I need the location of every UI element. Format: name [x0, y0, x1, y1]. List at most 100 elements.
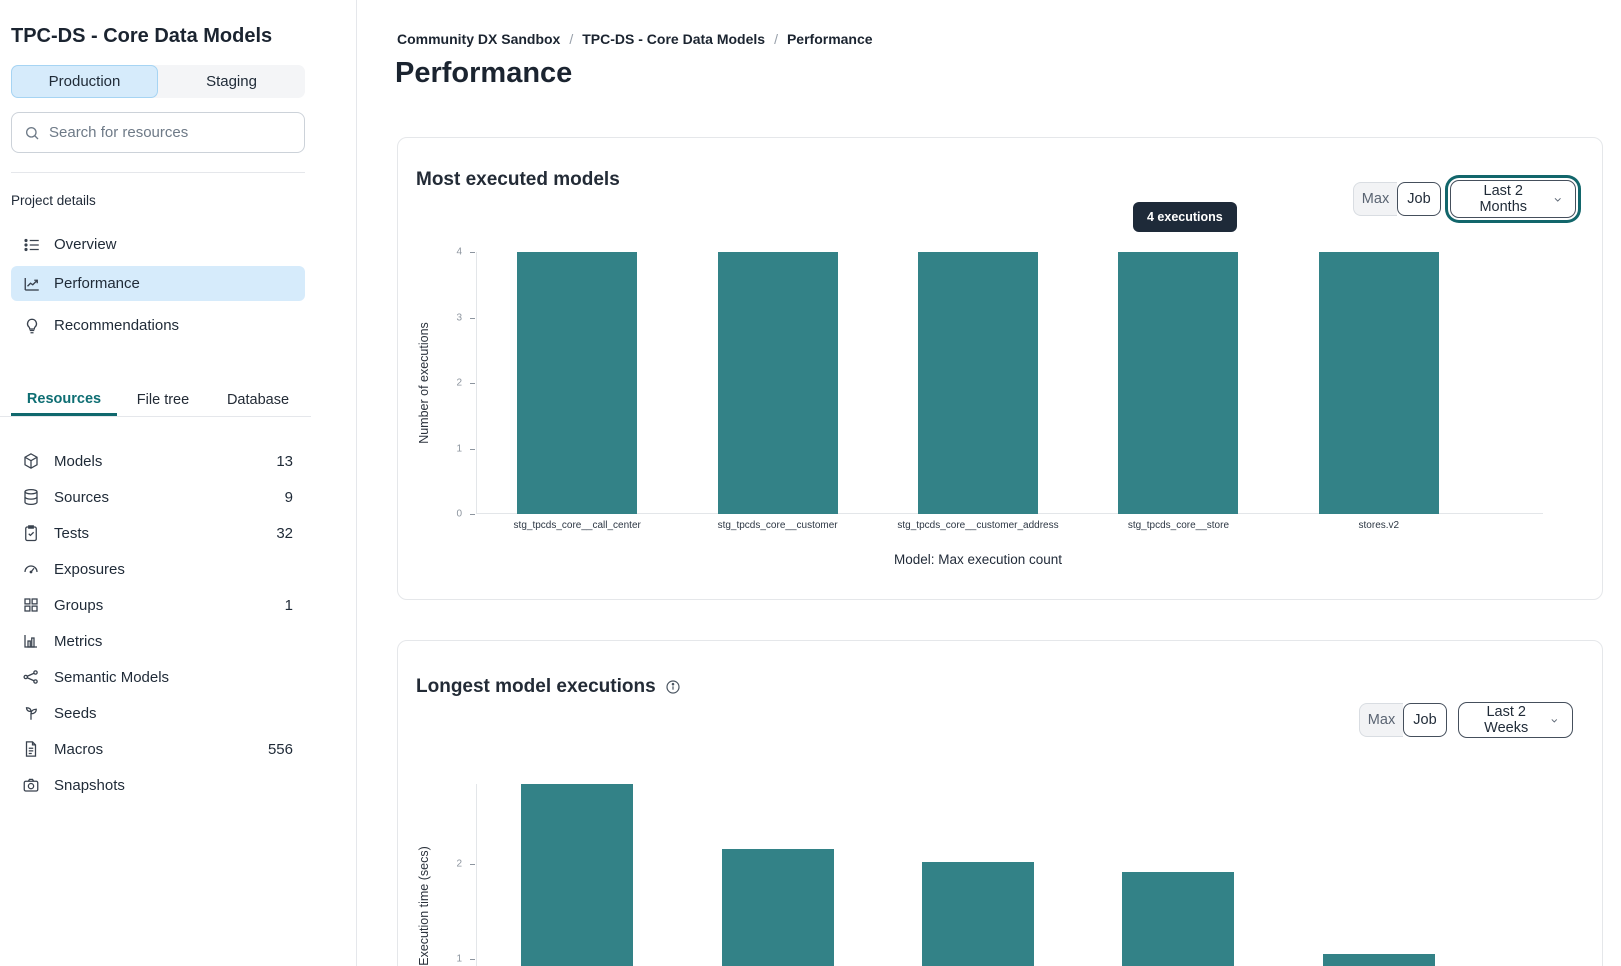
list-item-sources[interactable]: Sources 9	[11, 479, 305, 515]
resource-label: Snapshots	[54, 776, 125, 794]
x-axis-labels: stg_tpcds_core__call_center stg_tpcds_co…	[477, 520, 1479, 531]
bar[interactable]	[1322, 954, 1435, 966]
camera-icon	[23, 778, 39, 792]
x-tick-label: stg_tpcds_core__customer	[717, 520, 838, 531]
list-icon	[24, 238, 39, 251]
max-toggle-button[interactable]: Max	[1359, 703, 1403, 737]
max-toggle-button[interactable]: Max	[1353, 182, 1397, 216]
time-range-value: Last 2 Months	[1479, 183, 1528, 215]
chart-title: Most executed models	[416, 169, 620, 190]
list-item-groups[interactable]: Groups 1	[11, 587, 305, 623]
resource-tabs: Resources File tree Database	[0, 384, 311, 417]
y-axis-title: Number of executions	[417, 322, 431, 444]
tab-resources[interactable]: Resources	[11, 384, 117, 416]
sidebar-item-recommendations[interactable]: Recommendations	[11, 308, 305, 343]
tab-staging[interactable]: Staging	[158, 65, 305, 98]
list-item-semantic-models[interactable]: Semantic Models	[11, 659, 305, 695]
resource-count: 13	[276, 452, 293, 470]
sidebar-item-performance[interactable]: Performance	[11, 266, 305, 301]
y-tick: 0	[456, 508, 462, 520]
bar[interactable]	[922, 862, 1035, 966]
tab-database[interactable]: Database	[226, 392, 290, 408]
bar[interactable]	[1118, 252, 1239, 514]
lightbulb-icon	[26, 318, 38, 333]
resource-count: 9	[284, 488, 293, 506]
y-tick: 2	[456, 377, 462, 389]
aggregation-toggle: Max Job	[1359, 703, 1447, 737]
breadcrumb-link-account[interactable]: Community DX Sandbox	[397, 31, 561, 47]
resource-label: Semantic Models	[54, 668, 170, 686]
job-toggle-button[interactable]: Job	[1403, 703, 1447, 737]
bar[interactable]	[1318, 252, 1439, 514]
x-tick-label: stg_tpcds_core__customer_address	[897, 520, 1059, 531]
chart-title: Longest model executions	[416, 676, 656, 697]
search-input[interactable]	[49, 124, 292, 141]
y-tick: 3	[456, 312, 462, 323]
y-tick: 2	[456, 858, 462, 870]
tab-file-tree[interactable]: File tree	[136, 392, 190, 408]
branch-icon	[23, 670, 38, 684]
breadcrumb-separator: /	[774, 31, 778, 47]
info-icon[interactable]	[665, 679, 681, 695]
gauge-icon	[24, 565, 38, 574]
resource-label: Models	[54, 452, 103, 470]
most-executed-models-card: Most executed models Max Job Last 2 Mont…	[397, 137, 1603, 600]
aggregation-toggle: Max Job	[1353, 182, 1441, 216]
resource-label: Sources	[54, 488, 110, 506]
cube-icon	[24, 453, 38, 469]
list-item-snapshots[interactable]: Snapshots	[11, 767, 305, 803]
bar[interactable]	[517, 252, 638, 514]
bar-series	[477, 252, 1479, 514]
document-icon	[25, 741, 37, 757]
list-item-tests[interactable]: Tests 32	[11, 515, 305, 551]
bar[interactable]	[717, 252, 838, 514]
list-item-models[interactable]: Models 13	[11, 443, 305, 479]
chart-line-icon	[24, 277, 39, 291]
y-axis-title: Execution time (secs)	[417, 846, 431, 966]
breadcrumb-link-project[interactable]: TPC-DS - Core Data Models	[582, 31, 766, 47]
bar[interactable]	[1122, 872, 1235, 966]
chevron-down-icon	[1551, 718, 1558, 723]
divider	[11, 172, 305, 173]
search-icon	[26, 126, 39, 139]
time-range-dropdown[interactable]: Last 2 Weeks	[1458, 702, 1573, 738]
x-tick-label: stores.v2	[1358, 520, 1400, 531]
job-toggle-button[interactable]: Job	[1397, 182, 1441, 216]
y-tick: 1	[456, 953, 462, 965]
resource-label: Metrics	[54, 632, 103, 650]
sidebar: TPC-DS - Core Data Models Production Sta…	[0, 0, 356, 966]
grid-icon	[24, 598, 38, 612]
environment-tabs: Production Staging	[11, 65, 305, 98]
resource-list: Models 13 Sources 9 Tests 32 Exposures G…	[11, 443, 305, 803]
y-tick: 4	[456, 246, 462, 258]
resource-label: Groups	[54, 596, 104, 614]
chevron-down-icon	[1554, 197, 1561, 202]
x-tick-label: stg_tpcds_core__store	[1127, 520, 1229, 531]
time-range-dropdown[interactable]: Last 2 Months	[1450, 180, 1576, 218]
longest-model-executions-card: Longest model executions Max Job Last 2 …	[397, 640, 1603, 966]
x-tick-label: stg_tpcds_core__call_center	[513, 520, 641, 531]
bar-series	[477, 784, 1479, 966]
breadcrumb-current: Performance	[786, 31, 873, 47]
y-tick: 1	[456, 443, 462, 454]
tab-production[interactable]: Production	[11, 65, 158, 98]
clipboard-icon	[25, 525, 37, 542]
resource-label: Macros	[54, 740, 104, 758]
sidebar-item-label: Recommendations	[54, 317, 180, 334]
sidebar-item-label: Performance	[54, 275, 140, 292]
list-item-seeds[interactable]: Seeds	[11, 695, 305, 731]
resource-label: Exposures	[54, 560, 125, 578]
bar[interactable]	[918, 252, 1039, 514]
resource-count: 32	[276, 524, 293, 542]
chart-tooltip: 4 executions	[1133, 202, 1237, 232]
list-item-metrics[interactable]: Metrics	[11, 623, 305, 659]
sidebar-item-overview[interactable]: Overview	[11, 227, 305, 262]
bar[interactable]	[721, 849, 834, 966]
list-item-exposures[interactable]: Exposures	[11, 551, 305, 587]
bar[interactable]	[521, 784, 634, 966]
project-title: TPC-DS - Core Data Models	[11, 25, 273, 47]
breadcrumb: Community DX Sandbox / TPC-DS - Core Dat…	[397, 31, 873, 47]
search-box	[11, 112, 305, 153]
list-item-macros[interactable]: Macros 556	[11, 731, 305, 767]
resource-count: 556	[267, 740, 293, 758]
